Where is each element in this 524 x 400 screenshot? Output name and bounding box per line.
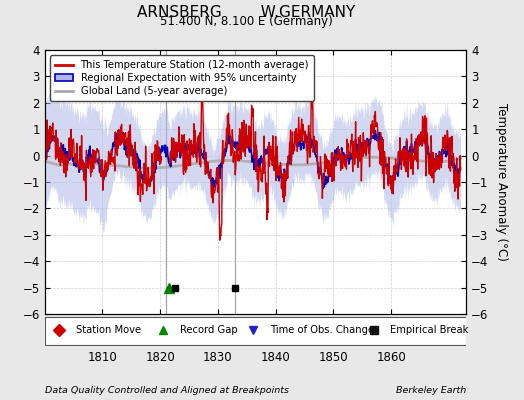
Text: 1860: 1860 (376, 351, 406, 364)
Text: 1840: 1840 (261, 351, 290, 364)
Text: Empirical Break: Empirical Break (390, 326, 469, 335)
Text: Record Gap: Record Gap (180, 326, 237, 335)
Text: 51.400 N, 8.100 E (Germany): 51.400 N, 8.100 E (Germany) (160, 15, 333, 28)
Text: Time of Obs. Change: Time of Obs. Change (270, 326, 374, 335)
Y-axis label: Temperature Anomaly (°C): Temperature Anomaly (°C) (495, 103, 508, 261)
Text: 1820: 1820 (145, 351, 175, 364)
Text: Berkeley Earth: Berkeley Earth (396, 386, 466, 395)
Text: ARNSBERG        W.GERMANY: ARNSBERG W.GERMANY (137, 5, 355, 20)
Text: Station Move: Station Move (76, 326, 141, 335)
Legend: This Temperature Station (12-month average), Regional Expectation with 95% uncer: This Temperature Station (12-month avera… (50, 55, 314, 101)
FancyBboxPatch shape (45, 317, 466, 345)
Text: 1850: 1850 (319, 351, 348, 364)
Text: Data Quality Controlled and Aligned at Breakpoints: Data Quality Controlled and Aligned at B… (45, 386, 289, 395)
Text: 1830: 1830 (203, 351, 233, 364)
Text: 1810: 1810 (88, 351, 117, 364)
